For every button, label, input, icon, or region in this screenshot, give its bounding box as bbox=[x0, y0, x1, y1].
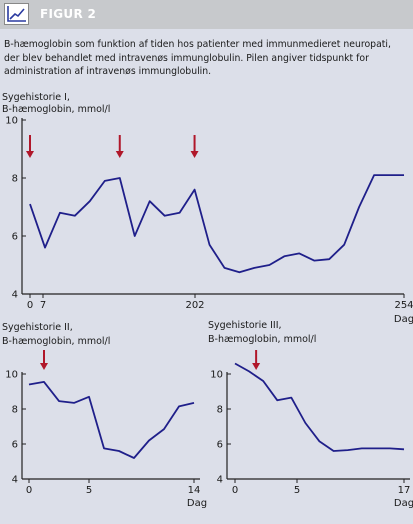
panel1-y-tick-label: 8 bbox=[12, 174, 18, 185]
panel3-title-line1: Sygehistorie III, bbox=[208, 320, 282, 331]
panel3-arrow-head bbox=[252, 363, 261, 370]
panel3-x-tick-label: 5 bbox=[294, 485, 300, 496]
panel1-arrow-head bbox=[26, 151, 34, 158]
panel2-x-tick-label: 5 bbox=[86, 485, 92, 496]
figure-header: FIGUR 2 bbox=[0, 0, 413, 29]
panel1-x-tick-label: 0 bbox=[27, 300, 33, 311]
panel3-x-tick-label: 17 bbox=[398, 485, 411, 496]
panel2-x-tick-label: 14 bbox=[188, 485, 201, 496]
panel2-y-tick-label: 8 bbox=[12, 405, 18, 416]
panel3-x-tick-label: 0 bbox=[232, 485, 238, 496]
panel3-y-tick-label: 8 bbox=[217, 405, 223, 416]
figure-title: FIGUR 2 bbox=[40, 7, 97, 21]
panel3-x-axis-label: Dag bbox=[394, 498, 413, 509]
panel3-y-tick-label: 10 bbox=[210, 370, 223, 381]
panel3-y-tick-label: 4 bbox=[217, 475, 223, 486]
panel2-series-line bbox=[28, 380, 195, 459]
panel1-x-axis-label: Dag bbox=[394, 314, 413, 325]
panel3-title-line2: B-hæmoglobin, mmol/l bbox=[208, 334, 316, 345]
line-chart-icon bbox=[4, 3, 29, 25]
panel1-y-tick-label: 6 bbox=[12, 232, 18, 243]
panel2-y-tick-label: 10 bbox=[5, 370, 18, 381]
panel2-title-line1: Sygehistorie II, bbox=[2, 322, 73, 333]
panel1-title-line2: B-hæmoglobin, mmol/l bbox=[2, 104, 110, 115]
panel1-x-tick-label: 254 bbox=[394, 300, 413, 311]
panel3-y-tick-label: 6 bbox=[217, 440, 223, 451]
panel2-x-tick-label: 0 bbox=[26, 485, 32, 496]
panel1-x-tick-label: 202 bbox=[185, 300, 204, 311]
panel2-y-tick-label: 6 bbox=[12, 440, 18, 451]
panel2-arrow-head bbox=[40, 363, 48, 370]
panel1-y-tick-label: 10 bbox=[5, 116, 18, 127]
panel2-y-tick-label: 4 bbox=[12, 475, 18, 486]
panel2-x-axis-label: Dag bbox=[187, 498, 207, 509]
panel1-series-line bbox=[29, 174, 404, 274]
panel1-x-tick-label: 7 bbox=[40, 300, 46, 311]
panel1-title-line1: Sygehistorie I, bbox=[2, 92, 70, 103]
panel2-title-line2: B-hæmoglobin, mmol/l bbox=[2, 336, 110, 347]
panel1-arrow-head bbox=[190, 151, 199, 158]
panel1-y-tick-label: 4 bbox=[12, 290, 18, 301]
panel3-series-line bbox=[234, 362, 405, 452]
figure-caption: B-hæmoglobin som funktion af tiden hos p… bbox=[4, 39, 391, 78]
panel1-arrow-head bbox=[115, 151, 124, 158]
